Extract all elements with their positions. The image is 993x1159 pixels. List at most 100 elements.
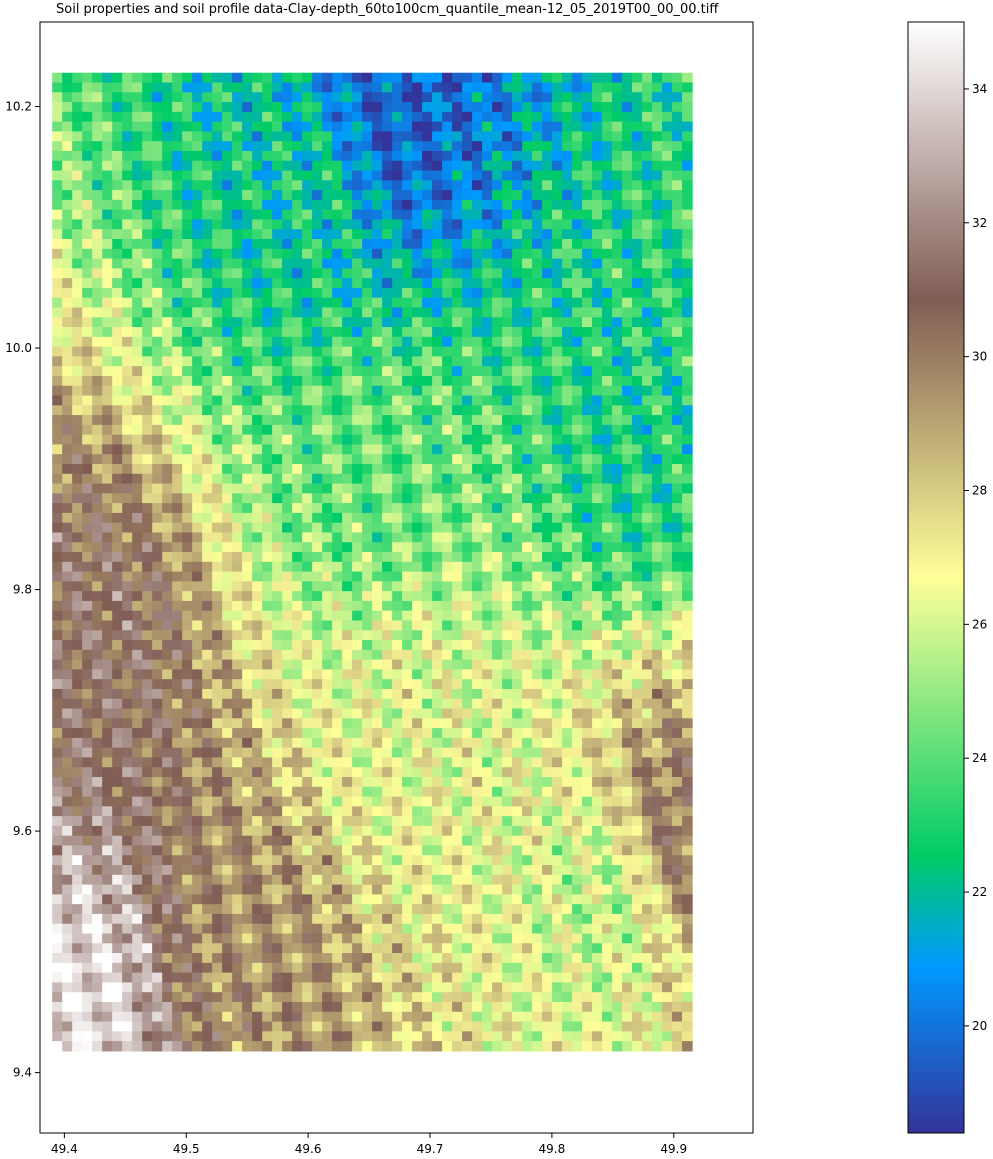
raster-cell [252, 258, 263, 269]
raster-cell [112, 239, 123, 250]
raster-cell [342, 728, 353, 739]
raster-cell [322, 346, 333, 357]
raster-cell [232, 591, 243, 602]
raster-cell [572, 825, 583, 837]
raster-cell [202, 669, 213, 680]
raster-cell [232, 610, 243, 622]
raster-cell [642, 356, 653, 367]
raster-cell [582, 542, 593, 553]
raster-cell [82, 816, 93, 827]
raster-cell [622, 708, 633, 719]
raster-cell [102, 571, 113, 582]
raster-cell [482, 424, 493, 436]
raster-cell [342, 248, 353, 260]
raster-cell [602, 571, 613, 582]
raster-cell [412, 561, 423, 573]
raster-cell [372, 659, 383, 670]
raster-cell [112, 278, 123, 289]
raster-cell [452, 356, 463, 367]
raster-cell [92, 111, 103, 123]
raster-cell [132, 493, 143, 504]
raster-cell [272, 630, 283, 641]
raster-cell [542, 463, 553, 475]
raster-cell [262, 415, 273, 426]
raster-cell [402, 718, 413, 729]
raster-cell [202, 141, 213, 152]
raster-cell [572, 777, 583, 788]
raster-cell [272, 131, 283, 142]
raster-cell [622, 610, 633, 622]
raster-cell [462, 82, 473, 93]
raster-cell [582, 327, 593, 338]
raster-cell [512, 356, 523, 367]
raster-cell [492, 219, 503, 230]
raster-cell [402, 92, 413, 103]
raster-cell [362, 131, 373, 142]
raster-cell [412, 806, 423, 817]
raster-cell [562, 92, 573, 103]
raster-cell [592, 72, 603, 84]
raster-cell [202, 82, 213, 93]
raster-cell [592, 454, 603, 465]
raster-cell [322, 581, 333, 592]
raster-cell [582, 141, 593, 152]
raster-cell [152, 552, 163, 563]
raster-cell [552, 102, 563, 113]
raster-cell [262, 561, 273, 573]
raster-cell [562, 190, 573, 201]
raster-cell [622, 825, 633, 837]
raster-cell [92, 757, 103, 768]
raster-cell [452, 552, 463, 563]
raster-cell [182, 258, 193, 269]
raster-cell [312, 649, 323, 661]
raster-cell [222, 591, 233, 602]
raster-cell [422, 532, 433, 543]
raster-cell [592, 415, 603, 426]
raster-cell [612, 72, 623, 84]
raster-cell [642, 463, 653, 475]
raster-cell [302, 199, 313, 211]
raster-cell [412, 747, 423, 759]
raster-cell [112, 268, 123, 279]
raster-cell [312, 806, 323, 817]
raster-cell [282, 493, 293, 504]
raster-cell [282, 239, 293, 250]
raster-cell [172, 718, 183, 729]
raster-cell [572, 630, 583, 641]
raster-cell [212, 327, 223, 338]
raster-cell [342, 307, 353, 318]
raster-cell [392, 610, 403, 622]
raster-cell [682, 728, 693, 739]
raster-cell [332, 229, 343, 240]
raster-cell [642, 317, 653, 328]
raster-cell [562, 82, 573, 93]
raster-cell [662, 777, 673, 788]
raster-cell [512, 190, 523, 201]
raster-cell [522, 640, 533, 651]
raster-cell [682, 444, 693, 455]
raster-cell [102, 728, 113, 739]
raster-cell [382, 679, 393, 690]
raster-cell [362, 229, 373, 240]
raster-cell [182, 199, 193, 211]
raster-cell [572, 278, 583, 289]
raster-cell [282, 336, 293, 348]
raster-cell [92, 239, 103, 250]
raster-cell [162, 737, 173, 749]
raster-cell [242, 190, 253, 201]
raster-cell [292, 552, 303, 563]
raster-cell [582, 92, 593, 103]
raster-cell [412, 444, 423, 455]
raster-cell [482, 581, 493, 592]
raster-cell [442, 600, 453, 612]
raster-cell [442, 258, 453, 269]
raster-cell [202, 287, 213, 299]
raster-cell [292, 679, 303, 690]
raster-cell [162, 630, 173, 641]
raster-cell [652, 287, 663, 299]
raster-cell [422, 679, 433, 690]
raster-cell [132, 708, 143, 719]
raster-cell [592, 532, 603, 543]
raster-cell [362, 366, 373, 377]
raster-cell [532, 72, 543, 84]
